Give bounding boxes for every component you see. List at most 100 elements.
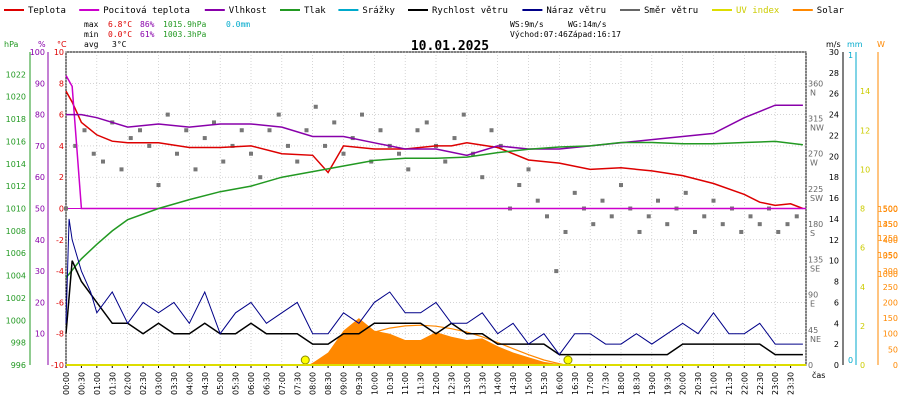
tick-label-wind-dir: 90 (808, 291, 818, 300)
wind-dir-point (656, 198, 660, 203)
wind-dir-point (757, 222, 762, 227)
x-tick-label: 12:00 (432, 372, 441, 395)
series-tlak (65, 140, 804, 279)
wind-dir-point (360, 112, 364, 117)
wind-dir-point (397, 151, 401, 156)
wind-dir-point (276, 112, 281, 117)
x-tick-label: 18:30 (632, 372, 641, 395)
tick-label-wind-dir: 135 (808, 255, 823, 264)
tick-label-solar: 1250 (878, 234, 898, 243)
x-tick-label: 08:30 (324, 372, 333, 395)
stat-min-label: min (84, 30, 99, 39)
tick-label-solar: 350 (883, 251, 898, 260)
wind-dir-point (517, 183, 522, 188)
tick-label-solar: 500 (883, 205, 898, 214)
wind-dir-point (424, 120, 429, 125)
tick-label-pressure: 1002 (6, 294, 26, 303)
x-tick-label: 00:30 (77, 372, 86, 395)
wind-dir-point (267, 128, 272, 133)
x-tick-label: 17:00 (586, 372, 595, 395)
x-tick-label: 09:30 (355, 372, 364, 395)
wind-dir-point (776, 229, 781, 234)
tick-label-solar: 400 (883, 236, 898, 245)
wind-dir-point (785, 222, 790, 227)
tick-label-temperature: 6 (59, 111, 64, 120)
stat-wg: WG:14m/s (568, 20, 607, 29)
wind-dir-point (73, 143, 78, 148)
tick-label-rain: 1 (848, 51, 853, 60)
wind-dir-point (693, 229, 697, 234)
tick-label-temperature: 0 (59, 205, 64, 214)
tick-label-wind-speed: 28 (829, 69, 839, 78)
tick-label-wind-speed: 0 (834, 361, 839, 370)
tick-label-humidity: 70 (35, 142, 45, 151)
series-vlhkost (66, 104, 803, 157)
tick-label-wind-dir: 360 (808, 79, 823, 88)
tick-label-solar: 50 (888, 345, 898, 354)
tick-label-pressure: 1022 (6, 70, 26, 79)
x-tick-label: 01:00 (93, 372, 102, 395)
x-tick-label: 19:00 (648, 372, 657, 395)
wind-dir-point (202, 136, 207, 141)
x-tick-label: 06:00 (247, 372, 256, 395)
legend-label: UV index (736, 6, 780, 16)
wind-dir-point (711, 198, 716, 203)
wind-dir-point (341, 151, 346, 156)
wind-dir-point (64, 206, 68, 211)
legend-label: Vlhkost (229, 6, 267, 16)
x-tick-label: 19:30 (663, 372, 672, 395)
tick-label-wind-speed: 14 (829, 215, 839, 224)
wind-dir-point (646, 214, 651, 219)
tick-label-pressure: 1012 (6, 182, 26, 191)
tick-label-temperature: -4 (56, 267, 64, 276)
x-tick-label: 15:00 (525, 372, 534, 395)
axis-unit-wind-speed: m/s (826, 40, 841, 49)
stat-max-press: 1015.9hPa (163, 20, 207, 29)
axis-unit-humidity: % (38, 40, 46, 49)
wind-dir-point (480, 175, 485, 180)
stat-min-press: 1003.3hPa (163, 30, 207, 39)
tick-label-solar: 200 (883, 298, 898, 307)
x-tick-label: 03:30 (170, 372, 179, 395)
tick-label-compass: NW (810, 124, 824, 133)
x-tick-label: 20:30 (694, 372, 703, 395)
tick-label-humidity: 80 (35, 111, 45, 120)
tick-label-humidity: 10 (35, 330, 45, 339)
tick-label-wind-speed: 26 (829, 90, 839, 99)
tick-label-pressure: 1020 (6, 93, 26, 102)
wind-dir-point (212, 120, 216, 125)
wind-dir-point (619, 183, 623, 188)
axis-unit-solar: W (877, 40, 885, 49)
x-tick-label: 07:30 (293, 372, 302, 395)
tick-label-wind-speed: 10 (829, 257, 839, 266)
tick-label-uv: 2 (860, 322, 865, 331)
tick-label-pressure: 1016 (6, 137, 26, 146)
legend-label: Rychlost větru (432, 6, 508, 16)
x-tick-label: 10:00 (370, 372, 379, 395)
tick-label-solar: 0 (893, 361, 898, 370)
tick-label-wind-speed: 6 (834, 298, 839, 307)
x-tick-label: 11:30 (417, 372, 426, 395)
legend-label: Náraz větru (546, 6, 606, 16)
stat-avg-label: avg (84, 40, 99, 49)
tick-label-compass: S (810, 229, 815, 238)
axis-unit-pressure: hPa (4, 40, 19, 49)
tick-label-wind-speed: 4 (834, 319, 839, 328)
x-tick-label: 20:00 (679, 372, 688, 395)
series-solar (309, 318, 566, 365)
wind-dir-point (572, 190, 577, 195)
x-tick-label: 04:30 (201, 372, 210, 395)
tick-label-humidity: 100 (30, 48, 45, 57)
tick-label-temperature: 8 (59, 79, 64, 88)
x-tick-label: 02:30 (139, 372, 148, 395)
x-tick-label: 21:30 (725, 372, 734, 395)
tick-label-solar: 1000 (878, 270, 898, 279)
wind-dir-point (323, 143, 327, 148)
wind-dir-point (637, 229, 642, 234)
series-teplota (65, 90, 804, 210)
wind-dir-point (554, 269, 559, 274)
wind-dir-point (184, 128, 189, 133)
tick-label-temperature: -10 (51, 361, 64, 370)
